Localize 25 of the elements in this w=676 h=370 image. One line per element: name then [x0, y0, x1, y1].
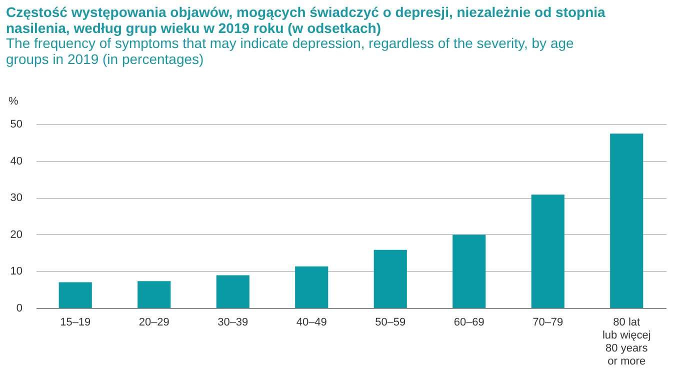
x-tick-label: 60–69	[454, 316, 484, 328]
y-tick-label: 50	[10, 118, 22, 130]
y-tick-label: 10	[10, 266, 22, 278]
x-tick-label: 80 lat lub więcej 80 years or more	[602, 316, 651, 368]
y-axis-title: %	[8, 96, 18, 108]
bar	[610, 134, 644, 308]
x-tick-label: 20–29	[138, 316, 170, 328]
bar	[295, 266, 328, 308]
bar	[138, 281, 171, 308]
x-tick-label: 50–59	[375, 316, 406, 328]
bar	[216, 275, 250, 308]
x-tick-label: 15–19	[60, 316, 91, 328]
x-tick-label: 70–79	[532, 316, 564, 328]
y-tick-label: 30	[10, 192, 22, 204]
y-tick-label: 20	[10, 228, 22, 241]
bar	[374, 250, 407, 308]
bar	[452, 234, 486, 308]
y-tick-label: 0	[16, 302, 22, 314]
chart-title: Częstość występowania objawów, mogących świadczyć o depresji, niezależnie od stopnia nasilenia, według grup wieku w 2019 roku (w odsetkach)	[6, 4, 606, 36]
x-tick-label: 30–39	[218, 316, 248, 328]
chart-subtitle: The frequency of symptoms that may indicate depression, regardless of the severity, by age groups in 2019 (in percentages)	[6, 35, 574, 67]
bar	[531, 194, 564, 308]
bar	[58, 282, 92, 308]
x-tick-label: 40–49	[296, 316, 327, 328]
y-tick-label: 40	[10, 155, 22, 168]
